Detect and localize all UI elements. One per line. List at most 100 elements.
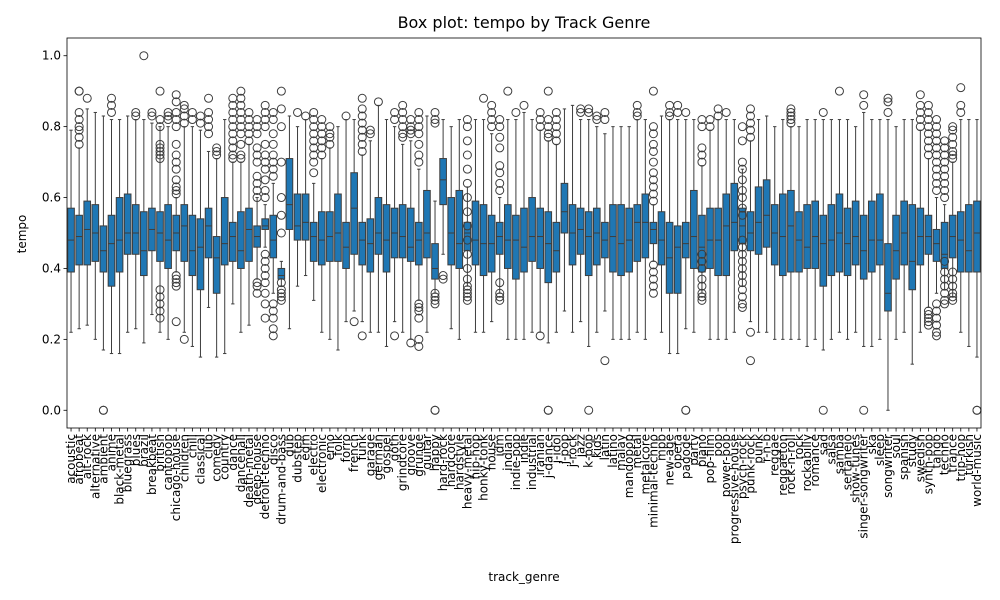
outlier-point bbox=[260, 313, 270, 323]
outlier-point bbox=[260, 278, 270, 288]
box-trip-hop bbox=[956, 83, 966, 333]
box-pop bbox=[713, 104, 723, 340]
x-tick-label: mpb bbox=[655, 434, 669, 461]
outlier-point bbox=[519, 100, 529, 110]
outlier-point bbox=[171, 97, 181, 107]
box-latino bbox=[609, 126, 617, 340]
outlier-point bbox=[106, 93, 116, 103]
outlier-point bbox=[495, 115, 505, 125]
outlier-point bbox=[155, 154, 165, 164]
outlier-point bbox=[204, 115, 214, 125]
outlier-point bbox=[268, 115, 278, 125]
outlier-point bbox=[406, 125, 416, 135]
outlier-point bbox=[414, 107, 424, 117]
box-reggaeton bbox=[779, 119, 787, 340]
outlier-point bbox=[171, 175, 181, 185]
outlier-point bbox=[252, 171, 262, 181]
outlier-point bbox=[737, 157, 747, 167]
outlier-point bbox=[932, 313, 942, 323]
outlier-point bbox=[317, 143, 327, 153]
outlier-point bbox=[414, 122, 424, 132]
outlier-point bbox=[414, 139, 424, 149]
outlier-point bbox=[584, 107, 594, 117]
box-emo bbox=[325, 122, 335, 340]
x-tick-label: synth-pop bbox=[921, 434, 935, 494]
outlier-point bbox=[495, 161, 505, 171]
outlier-point bbox=[859, 405, 869, 415]
box-classical bbox=[195, 111, 205, 358]
outlier-point bbox=[940, 171, 950, 181]
x-tick-label: goth bbox=[388, 434, 402, 461]
outlier-point bbox=[325, 139, 335, 149]
box-comedy bbox=[212, 143, 222, 358]
outlier-point bbox=[187, 115, 197, 125]
outlier-point bbox=[414, 150, 424, 160]
outlier-point bbox=[487, 107, 497, 117]
y-axis-label: tempo bbox=[15, 215, 29, 254]
box-iqr bbox=[406, 207, 415, 262]
x-tick-label: electro bbox=[307, 434, 321, 475]
outlier-point bbox=[495, 143, 505, 153]
outlier-point bbox=[139, 51, 149, 61]
x-tick-label: gospel bbox=[379, 434, 393, 474]
outlier-point bbox=[697, 249, 707, 259]
outlier-point bbox=[171, 189, 181, 199]
box-new-age bbox=[665, 100, 675, 355]
box-tango bbox=[932, 115, 942, 341]
x-tick-label: honky-tonk bbox=[477, 434, 491, 501]
outlier-point bbox=[737, 299, 747, 309]
box-study bbox=[908, 119, 917, 365]
outlier-point bbox=[309, 107, 319, 117]
box-j-rock bbox=[568, 104, 577, 333]
box-kids bbox=[592, 111, 602, 333]
x-tick-label: j-dance bbox=[541, 434, 555, 479]
outlier-point bbox=[155, 139, 165, 149]
outlier-point bbox=[462, 263, 472, 273]
box-iqr bbox=[358, 221, 367, 266]
x-tick-label: rock-n-roll bbox=[784, 434, 798, 495]
box-iqr bbox=[795, 211, 803, 273]
outlier-point bbox=[511, 107, 521, 117]
outlier-point bbox=[244, 107, 254, 117]
box-forro bbox=[341, 111, 351, 323]
outlier-point bbox=[786, 115, 796, 125]
box-metal bbox=[632, 100, 642, 333]
box-iqr bbox=[706, 207, 714, 269]
outlier-point bbox=[932, 327, 942, 337]
outlier-point bbox=[317, 136, 327, 146]
outlier-point bbox=[179, 334, 189, 344]
box-minimal-techno bbox=[648, 86, 658, 298]
box-iqr bbox=[932, 228, 941, 262]
box-singer-songwriter bbox=[859, 90, 869, 415]
x-tick-label: songwriter bbox=[881, 434, 895, 498]
outlier-point bbox=[462, 285, 472, 295]
outlier-point bbox=[948, 295, 958, 305]
outlier-point bbox=[171, 185, 181, 195]
x-tick-label: romance bbox=[808, 434, 822, 487]
outlier-point bbox=[406, 338, 416, 348]
outlier-point bbox=[244, 136, 254, 146]
outlier-point bbox=[236, 139, 246, 149]
outlier-point bbox=[438, 274, 448, 284]
outlier-point bbox=[260, 175, 270, 185]
outlier-point bbox=[268, 331, 278, 341]
outlier-point bbox=[252, 178, 262, 188]
outlier-point bbox=[74, 115, 84, 125]
box-iqr bbox=[973, 200, 981, 273]
outlier-point bbox=[163, 111, 173, 121]
x-tick-label: hardcore bbox=[444, 434, 458, 487]
box-iqr bbox=[609, 204, 617, 273]
outlier-point bbox=[495, 178, 505, 188]
outlier-point bbox=[98, 405, 108, 415]
outlier-point bbox=[430, 118, 440, 128]
outlier-point bbox=[786, 111, 796, 121]
x-tick-label: indie-pop bbox=[509, 434, 523, 490]
box-iqr bbox=[673, 225, 682, 294]
outlier-point bbox=[325, 132, 335, 142]
y-tick-label: 0.2 bbox=[42, 332, 61, 346]
outlier-point bbox=[697, 143, 707, 153]
box-iqr bbox=[730, 182, 739, 252]
outlier-point bbox=[681, 405, 691, 415]
outlier-point bbox=[268, 299, 278, 309]
